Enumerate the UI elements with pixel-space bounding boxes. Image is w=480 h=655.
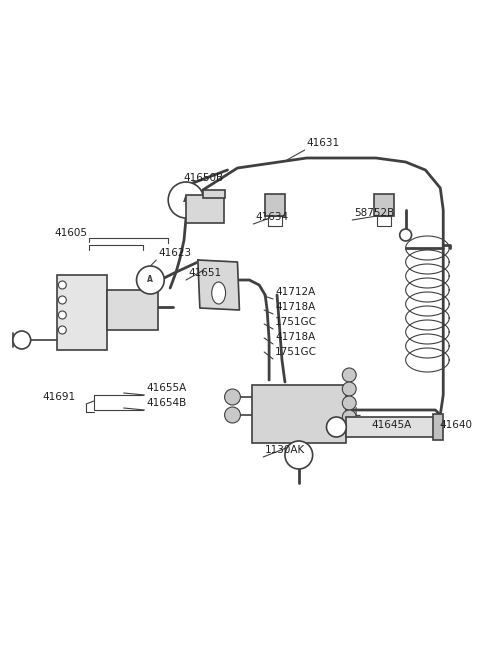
Text: 41634: 41634 [255, 212, 288, 222]
Bar [374, 194, 394, 216]
Bar [268, 216, 282, 226]
Circle shape [342, 396, 356, 410]
Circle shape [13, 331, 31, 349]
Bar [377, 216, 391, 226]
Bar [58, 275, 107, 350]
Bar [346, 417, 435, 437]
Text: 41640: 41640 [439, 420, 472, 430]
Ellipse shape [212, 282, 226, 304]
Polygon shape [198, 260, 240, 310]
Text: 41712A: 41712A [275, 287, 315, 297]
Circle shape [326, 417, 346, 437]
Text: 1751GC: 1751GC [275, 317, 317, 327]
Bar [265, 194, 285, 216]
Bar [186, 195, 224, 223]
Text: 41645A: 41645A [371, 420, 411, 430]
Text: 41631: 41631 [307, 138, 340, 148]
Circle shape [59, 281, 66, 289]
Circle shape [225, 389, 240, 405]
Text: 1751GC: 1751GC [275, 347, 317, 357]
Text: 41654B: 41654B [146, 398, 187, 408]
Text: └: └ [351, 409, 360, 423]
Text: A: A [182, 195, 190, 204]
Circle shape [342, 410, 356, 424]
Text: A: A [147, 276, 153, 284]
Circle shape [59, 311, 66, 319]
Bar [252, 385, 346, 443]
Text: 41623: 41623 [158, 248, 192, 258]
Text: 41718A: 41718A [275, 332, 315, 342]
Bar [433, 414, 443, 440]
Bar [203, 190, 225, 198]
Circle shape [136, 266, 164, 294]
Text: 41651: 41651 [188, 268, 221, 278]
Bar [107, 290, 158, 330]
Text: 58752B: 58752B [354, 208, 395, 218]
Circle shape [400, 229, 411, 241]
Text: 41691: 41691 [43, 392, 76, 402]
Text: 1130AK: 1130AK [265, 445, 305, 455]
Text: 41650B: 41650B [183, 173, 223, 183]
Circle shape [342, 368, 356, 382]
Circle shape [225, 407, 240, 423]
Text: 41605: 41605 [54, 228, 87, 238]
Circle shape [59, 296, 66, 304]
Circle shape [168, 182, 204, 218]
Text: 41718A: 41718A [275, 302, 315, 312]
Circle shape [342, 382, 356, 396]
Text: 41655A: 41655A [146, 383, 187, 393]
Circle shape [59, 326, 66, 334]
Circle shape [285, 441, 312, 469]
